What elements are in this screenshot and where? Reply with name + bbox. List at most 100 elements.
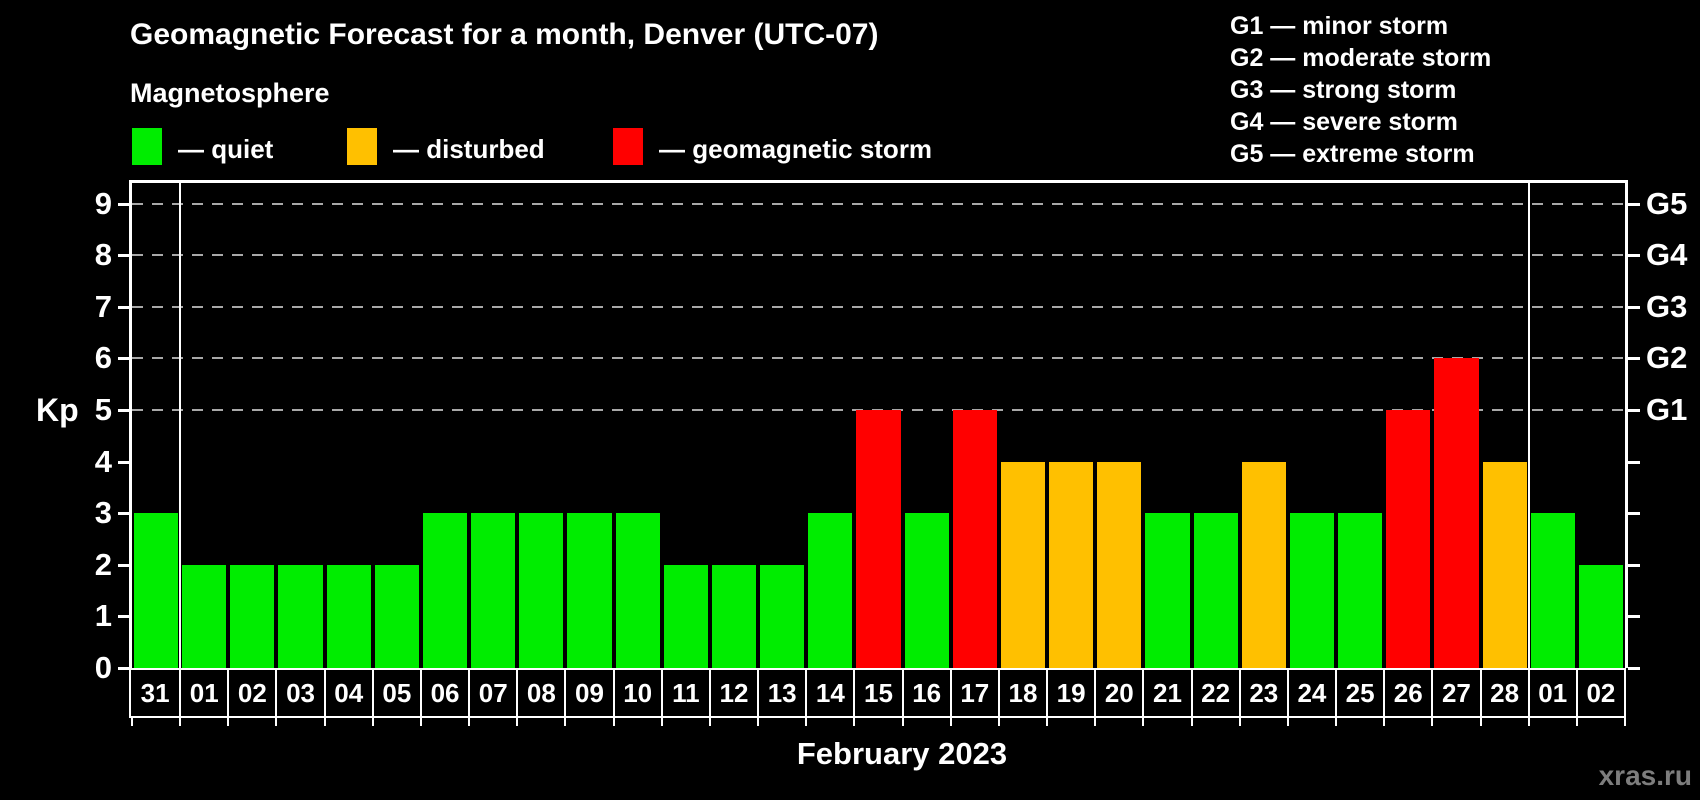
day-label-11: 11 [660, 670, 709, 716]
disturbed-color-swatch [347, 128, 377, 165]
gridline-kp-5 [132, 409, 1625, 412]
g-label-G3: G3 [1646, 288, 1688, 324]
bottom-tick [853, 718, 856, 726]
day-label-05: 05 [371, 670, 420, 716]
bottom-tick [1383, 718, 1386, 726]
quiet-legend-label: — quiet [178, 134, 274, 164]
y-tick-4 [118, 460, 129, 464]
right-tick-6 [1628, 357, 1640, 361]
y-tick-2 [118, 563, 129, 567]
day-label-26: 26 [1383, 670, 1431, 716]
bottom-tick [1046, 718, 1049, 726]
g-scale-legend: G1 — minor storm G2 — moderate storm G3 … [1230, 10, 1491, 170]
bar-day-24 [1289, 513, 1335, 668]
bar-day-02 [1578, 564, 1623, 668]
bottom-tick [516, 718, 519, 726]
bottom-tick [1431, 718, 1434, 726]
bar-day-05 [374, 564, 419, 668]
day-label-13: 13 [757, 670, 805, 716]
bar-day-10 [615, 513, 660, 668]
bottom-tick [131, 718, 133, 726]
g-label-G5: G5 [1646, 185, 1688, 221]
day-label-02: 02 [227, 670, 275, 716]
y-tick-label-5: 5 [94, 392, 112, 428]
day-label-01: 01 [1527, 670, 1576, 716]
bottom-tick [179, 718, 182, 726]
chart-title: Geomagnetic Forecast for a month, Denver… [130, 18, 879, 51]
bottom-tick [805, 718, 808, 726]
g-scale-legend-line: G4 — severe storm [1230, 108, 1458, 136]
bottom-tick [757, 718, 760, 726]
storm-legend-label: — geomagnetic storm [659, 134, 933, 164]
gridline-kp-9 [132, 202, 1625, 205]
day-label-08: 08 [516, 670, 564, 716]
day-label-15: 15 [853, 670, 901, 716]
right-tick-8 [1628, 254, 1640, 258]
g-scale-legend-line: G1 — minor storm [1230, 12, 1449, 40]
right-tick-3 [1628, 512, 1640, 516]
y-axis-label-kp: Kp [36, 392, 79, 428]
watermark: xras.ru [1598, 760, 1692, 791]
right-tick-5 [1628, 409, 1640, 413]
gridline-kp-8 [132, 254, 1625, 257]
bar-day-04 [326, 564, 371, 668]
bar-day-27 [1434, 358, 1479, 668]
y-tick-9 [118, 202, 129, 206]
y-tick-label-2: 2 [94, 546, 112, 582]
bottom-tick [1575, 718, 1578, 726]
bar-day-13 [760, 564, 805, 668]
bar-day-03 [278, 564, 323, 668]
bottom-tick [371, 718, 374, 726]
g-label-G4: G4 [1646, 237, 1688, 273]
y-tick-label-4: 4 [94, 443, 112, 479]
y-tick-0 [118, 667, 129, 670]
right-tick-1 [1628, 615, 1640, 619]
day-label-19: 19 [1046, 670, 1094, 716]
month-separator [179, 183, 182, 668]
y-tick-label-8: 8 [94, 237, 112, 273]
bottom-tick [612, 718, 615, 726]
x-axis-month-label: February 2023 [796, 736, 1008, 771]
bar-day-23 [1241, 461, 1286, 668]
quiet-color-swatch [132, 128, 162, 165]
storm-color-swatch [613, 128, 643, 165]
right-tick-0 [1628, 667, 1640, 670]
bar-day-20 [1097, 461, 1142, 668]
bar-day-15 [856, 410, 901, 668]
day-label-09: 09 [564, 670, 612, 716]
bar-day-02 [230, 564, 275, 668]
y-tick-6 [118, 357, 129, 361]
day-label-21: 21 [1142, 670, 1190, 716]
y-tick-label-9: 9 [94, 185, 112, 221]
bar-day-14 [808, 513, 853, 668]
day-label-25: 25 [1335, 670, 1383, 716]
y-tick-1 [118, 615, 129, 619]
g-scale-legend-line: G2 — moderate storm [1230, 44, 1492, 72]
bar-day-16 [904, 513, 949, 668]
y-tick-label-0: 0 [94, 650, 112, 685]
y-tick-3 [118, 512, 129, 516]
bottom-tick [660, 718, 663, 726]
day-label-23: 23 [1238, 670, 1287, 716]
bar-day-09 [567, 513, 612, 668]
bottom-tick [1238, 718, 1241, 726]
bottom-tick [1624, 718, 1626, 726]
day-label-04: 04 [323, 670, 372, 716]
y-tick-label-3: 3 [94, 495, 112, 531]
day-label-24: 24 [1286, 670, 1335, 716]
y-tick-5 [118, 409, 129, 413]
bar-day-12 [711, 564, 757, 668]
day-label-02: 02 [1575, 670, 1624, 716]
bottom-tick [323, 718, 326, 726]
bar-day-25 [1338, 513, 1383, 668]
bottom-tick [1142, 718, 1145, 726]
bottom-tick [1094, 718, 1097, 726]
day-label-22: 22 [1190, 670, 1239, 716]
bottom-tick [275, 718, 278, 726]
bottom-tick [1286, 718, 1289, 726]
day-label-03: 03 [275, 670, 323, 716]
bottom-tick [419, 718, 422, 726]
g-label-G1: G1 [1646, 392, 1688, 428]
g-scale-legend-line: G5 — extreme storm [1230, 140, 1475, 168]
bar-day-18 [1000, 461, 1046, 668]
